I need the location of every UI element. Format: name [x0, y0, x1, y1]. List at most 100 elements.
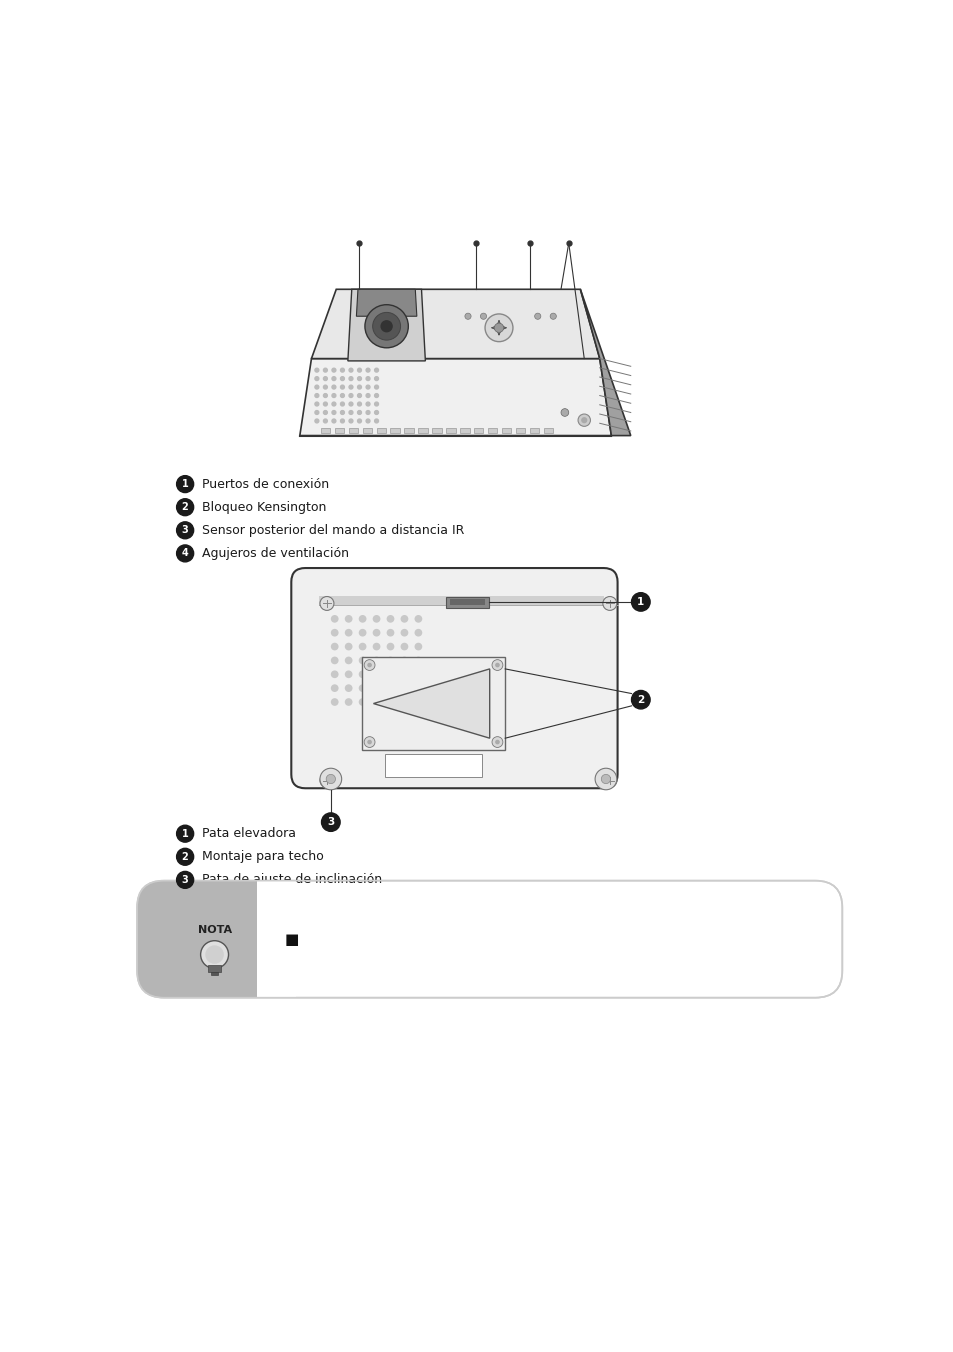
Bar [362, 427, 372, 433]
Text: Sensor posterior del mando a distancia IR: Sensor posterior del mando a distancia I… [202, 523, 464, 537]
Bar [516, 427, 525, 433]
Polygon shape [373, 669, 489, 738]
Circle shape [357, 377, 361, 380]
Circle shape [200, 941, 229, 968]
Circle shape [358, 657, 366, 664]
Circle shape [534, 314, 540, 319]
Circle shape [323, 377, 327, 380]
Bar [432, 427, 441, 433]
Bar [418, 427, 427, 433]
Circle shape [358, 684, 366, 692]
Circle shape [357, 402, 361, 406]
Circle shape [332, 393, 335, 397]
Bar [320, 427, 330, 433]
Circle shape [415, 629, 422, 637]
Circle shape [319, 773, 334, 787]
Circle shape [631, 592, 649, 611]
Circle shape [400, 642, 408, 650]
Circle shape [375, 385, 378, 389]
Circle shape [415, 684, 422, 692]
Circle shape [340, 411, 344, 415]
Circle shape [386, 629, 394, 637]
Circle shape [494, 323, 503, 333]
Text: 1: 1 [182, 479, 189, 489]
Circle shape [332, 377, 335, 380]
Bar [319, 596, 603, 604]
Circle shape [560, 408, 568, 416]
Circle shape [205, 945, 224, 964]
Circle shape [366, 368, 370, 372]
Circle shape [373, 615, 380, 623]
Text: 1: 1 [182, 829, 189, 838]
Circle shape [323, 411, 327, 415]
Circle shape [176, 872, 193, 888]
Text: 3: 3 [327, 817, 335, 827]
Circle shape [375, 411, 378, 415]
Circle shape [578, 414, 590, 426]
Text: Montaje para techo: Montaje para techo [202, 850, 324, 864]
Circle shape [314, 419, 318, 423]
Circle shape [332, 402, 335, 406]
Circle shape [314, 368, 318, 372]
Circle shape [319, 768, 341, 790]
Circle shape [314, 377, 318, 380]
Bar [474, 427, 483, 433]
Circle shape [340, 393, 344, 397]
Circle shape [332, 411, 335, 415]
Circle shape [400, 629, 408, 637]
Circle shape [484, 314, 513, 342]
Circle shape [349, 368, 353, 372]
Text: Puertos de conexión: Puertos de conexión [202, 477, 329, 491]
Circle shape [344, 657, 353, 664]
Bar [446, 598, 488, 608]
Circle shape [319, 596, 334, 610]
Circle shape [480, 314, 486, 319]
Circle shape [176, 545, 193, 562]
Circle shape [357, 368, 361, 372]
Bar [385, 753, 481, 776]
Circle shape [357, 385, 361, 389]
Bar [208, 965, 220, 972]
Bar [361, 657, 505, 750]
FancyBboxPatch shape [137, 880, 292, 998]
Circle shape [375, 368, 378, 372]
Circle shape [400, 657, 408, 664]
Circle shape [600, 775, 610, 784]
Circle shape [358, 629, 366, 637]
Circle shape [344, 642, 353, 650]
Text: 4: 4 [182, 549, 189, 558]
Circle shape [349, 393, 353, 397]
Circle shape [323, 368, 327, 372]
Circle shape [358, 698, 366, 706]
Text: 2: 2 [182, 852, 189, 861]
Text: 2: 2 [182, 502, 189, 512]
Bar [211, 972, 218, 975]
Circle shape [332, 419, 335, 423]
Circle shape [400, 698, 408, 706]
Circle shape [415, 671, 422, 679]
Circle shape [373, 698, 380, 706]
Circle shape [176, 522, 193, 538]
Circle shape [602, 596, 617, 610]
Circle shape [492, 660, 502, 671]
Circle shape [340, 402, 344, 406]
Circle shape [358, 642, 366, 650]
Circle shape [386, 698, 394, 706]
Circle shape [492, 737, 502, 748]
Circle shape [373, 629, 380, 637]
Circle shape [357, 393, 361, 397]
Circle shape [349, 402, 353, 406]
Circle shape [321, 813, 340, 831]
Text: Pata elevadora: Pata elevadora [202, 827, 295, 840]
Circle shape [375, 419, 378, 423]
Bar [257, 880, 295, 998]
Bar [543, 427, 553, 433]
Circle shape [386, 684, 394, 692]
Circle shape [340, 419, 344, 423]
Circle shape [366, 411, 370, 415]
Circle shape [314, 402, 318, 406]
Bar [348, 427, 357, 433]
Circle shape [367, 740, 372, 745]
Circle shape [344, 615, 353, 623]
Polygon shape [356, 289, 416, 316]
